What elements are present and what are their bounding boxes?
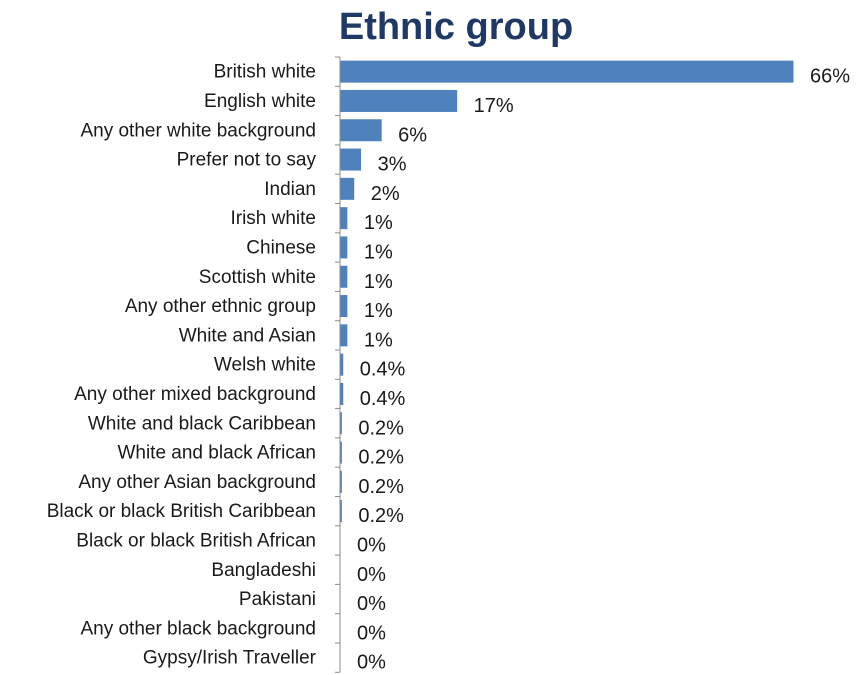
value-label: 17% bbox=[474, 95, 514, 117]
value-labels: 66% 17% 6% 3% 2% 1% 1% 1% 1% 1% 0.4% 0.4% 0.2% 0.2% 0.… bbox=[357, 66, 850, 674]
value-label: 3% bbox=[378, 154, 407, 176]
bar bbox=[340, 353, 344, 376]
bar bbox=[340, 470, 342, 493]
category-label: Any other black background bbox=[80, 618, 316, 639]
value-label: 66% bbox=[810, 66, 850, 88]
category-label: Irish white bbox=[230, 208, 316, 229]
bar bbox=[340, 382, 344, 405]
bar bbox=[340, 265, 348, 288]
bar bbox=[340, 412, 342, 435]
bar bbox=[340, 441, 342, 464]
value-label: 0.2% bbox=[358, 417, 404, 439]
category-label: Any other ethnic group bbox=[125, 296, 316, 317]
bars-layer bbox=[340, 60, 794, 523]
category-label: Welsh white bbox=[214, 355, 316, 376]
value-label: 1% bbox=[364, 241, 393, 263]
category-label: Black or black British African bbox=[76, 530, 316, 551]
bar bbox=[340, 148, 362, 171]
value-label: 0.4% bbox=[360, 359, 406, 381]
bar bbox=[340, 500, 342, 523]
bar bbox=[340, 177, 355, 200]
value-label: 0% bbox=[357, 652, 386, 674]
category-label: Pakistani bbox=[239, 589, 316, 610]
bar bbox=[340, 324, 348, 347]
category-label: White and black African bbox=[117, 443, 316, 464]
category-label: British white bbox=[214, 62, 316, 83]
bar bbox=[340, 295, 348, 318]
category-label: Any other mixed background bbox=[74, 384, 316, 405]
value-label: 0% bbox=[357, 564, 386, 586]
value-label: 1% bbox=[364, 300, 393, 322]
category-label: Bangladeshi bbox=[211, 560, 316, 581]
value-label: 0.2% bbox=[358, 447, 404, 469]
category-label: Prefer not to say bbox=[177, 150, 317, 171]
bar bbox=[340, 89, 458, 112]
category-label: White and Asian bbox=[179, 325, 316, 346]
value-label: 0.2% bbox=[358, 505, 404, 527]
bar bbox=[340, 207, 348, 230]
category-label: White and black Caribbean bbox=[88, 413, 316, 434]
category-label: English white bbox=[204, 91, 316, 112]
category-label: Black or black British Caribbean bbox=[47, 501, 316, 522]
category-label: Any other white background bbox=[80, 120, 316, 141]
category-label: Chinese bbox=[246, 237, 316, 258]
category-label: Scottish white bbox=[199, 267, 316, 288]
category-label: Any other Asian background bbox=[78, 472, 316, 493]
bar bbox=[340, 60, 794, 83]
value-label: 0.2% bbox=[358, 476, 404, 498]
value-label: 1% bbox=[364, 329, 393, 351]
value-label: 1% bbox=[364, 212, 393, 234]
category-label: Gypsy/Irish Traveller bbox=[143, 648, 317, 669]
value-label: 0.4% bbox=[360, 388, 406, 410]
value-label: 2% bbox=[371, 183, 400, 205]
bar bbox=[340, 236, 348, 259]
value-label: 0% bbox=[357, 534, 386, 556]
value-label: 0% bbox=[357, 593, 386, 615]
axis-layer bbox=[335, 56, 341, 673]
bar bbox=[340, 119, 382, 142]
value-label: 1% bbox=[364, 271, 393, 293]
chart-title: Ethnic group bbox=[338, 6, 574, 48]
category-labels: British white English white Any other whit… bbox=[47, 62, 317, 669]
value-label: 6% bbox=[398, 124, 427, 146]
category-label: Indian bbox=[264, 179, 316, 200]
value-label: 0% bbox=[357, 622, 386, 644]
